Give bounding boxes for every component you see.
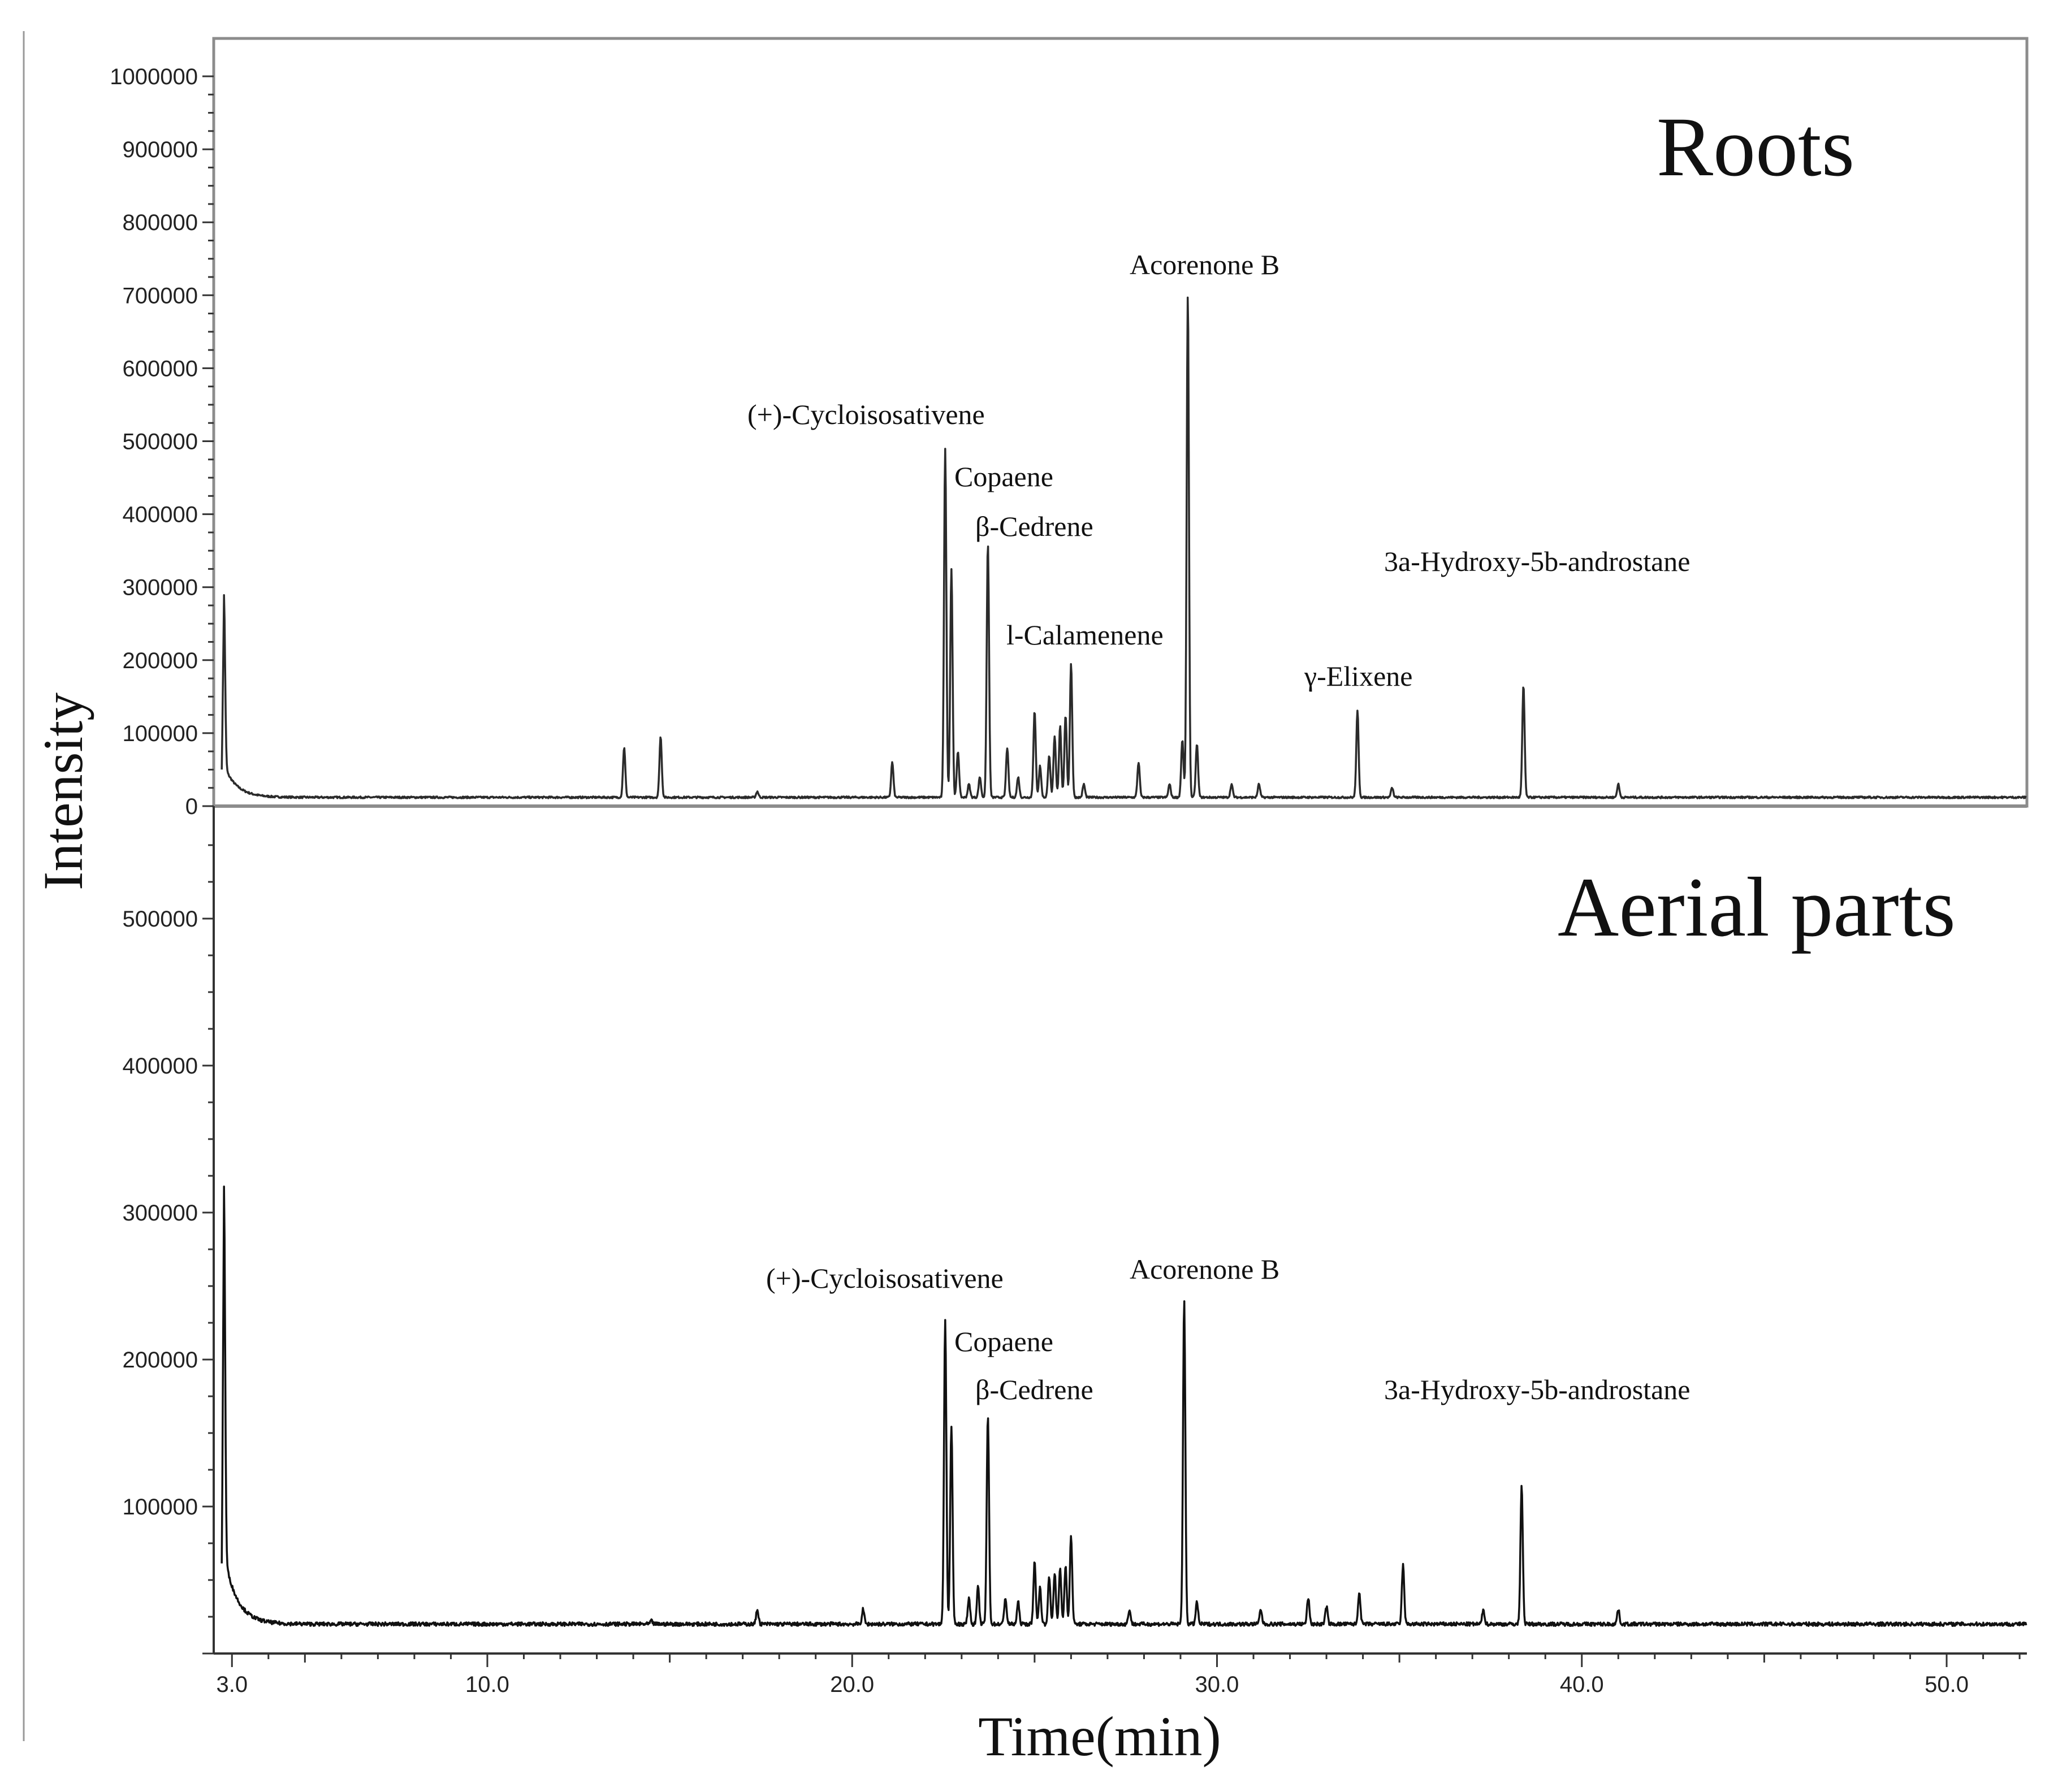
y-tick-label: 800000: [123, 210, 198, 235]
y-tick-label: 300000: [123, 575, 198, 600]
roots-peak-labels: (+)-Cycloisosativene Copaene β-Cedrene l…: [747, 249, 1690, 692]
peak-label: β-Cedrene: [975, 510, 1093, 542]
y-tick-label: 500000: [123, 907, 198, 932]
peak-label: l-Calamenene: [1006, 619, 1164, 651]
peak-label: (+)-Cycloisosativene: [747, 399, 985, 430]
peak-label: Acorenone B: [1130, 1253, 1279, 1285]
peak-label: Acorenone B: [1130, 249, 1279, 280]
y-tick-label: 0: [185, 794, 198, 819]
y-tick-label: 400000: [123, 503, 198, 527]
y-tick-label: 300000: [123, 1201, 198, 1226]
peak-label: Copaene: [954, 1326, 1053, 1357]
x-tick-label: 3.0: [216, 1672, 248, 1697]
peak-label: Copaene: [954, 461, 1053, 492]
y-tick-label: 200000: [123, 1348, 198, 1373]
aerial-panel: 100000 200000 300000 400000 500000 (+)-Cyclo…: [123, 804, 2027, 1655]
aerial-panel-title: Aerial parts: [1558, 860, 1956, 954]
peak-label: β-Cedrene: [975, 1374, 1093, 1405]
y-axis-title: Intensity: [32, 692, 94, 890]
y-tick-label: 1000000: [110, 64, 198, 89]
peak-label: (+)-Cycloisosativene: [766, 1262, 1004, 1294]
y-tick-label: 500000: [123, 430, 198, 455]
roots-y-tick-labels: 0 100000 200000 300000 400000 500000 600000 700…: [110, 64, 198, 819]
peak-label: 3a-Hydroxy-5b-androstane: [1384, 1374, 1690, 1405]
x-tick-label: 20.0: [830, 1672, 874, 1697]
roots-panel: 0 100000 200000 300000 400000 500000 600000 700…: [110, 37, 2029, 819]
y-tick-label: 600000: [123, 356, 198, 381]
x-axis-title: Time(min): [978, 1705, 1221, 1768]
y-tick-label: 200000: [123, 648, 198, 673]
aerial-trace: [221, 1185, 2027, 1627]
y-tick-label: 900000: [123, 137, 198, 162]
x-tick-label: 30.0: [1195, 1672, 1239, 1697]
aerial-y-ticks: [202, 844, 214, 1655]
x-ticks: [231, 1654, 2021, 1667]
roots-trace: [221, 296, 2027, 799]
x-tick-labels: 3.0 10.0 20.0 30.0 40.0 50.0: [216, 1672, 1969, 1697]
y-tick-label: 700000: [123, 283, 198, 308]
aerial-y-tick-labels: 100000 200000 300000 400000 500000: [123, 907, 198, 1520]
x-tick-label: 10.0: [465, 1672, 509, 1697]
peak-label: 3a-Hydroxy-5b-androstane: [1384, 546, 1690, 577]
roots-y-ticks: [202, 75, 214, 807]
x-tick-label: 50.0: [1925, 1672, 1969, 1697]
peak-label: γ-Elixene: [1304, 660, 1412, 692]
aerial-peak-labels: (+)-Cycloisosativene Copaene β-Cedrene A…: [766, 1253, 1690, 1405]
y-tick-label: 100000: [123, 721, 198, 746]
roots-panel-title: Roots: [1657, 100, 1854, 194]
x-tick-label: 40.0: [1560, 1672, 1604, 1697]
y-tick-label: 400000: [123, 1054, 198, 1079]
y-tick-label: 100000: [123, 1495, 198, 1520]
